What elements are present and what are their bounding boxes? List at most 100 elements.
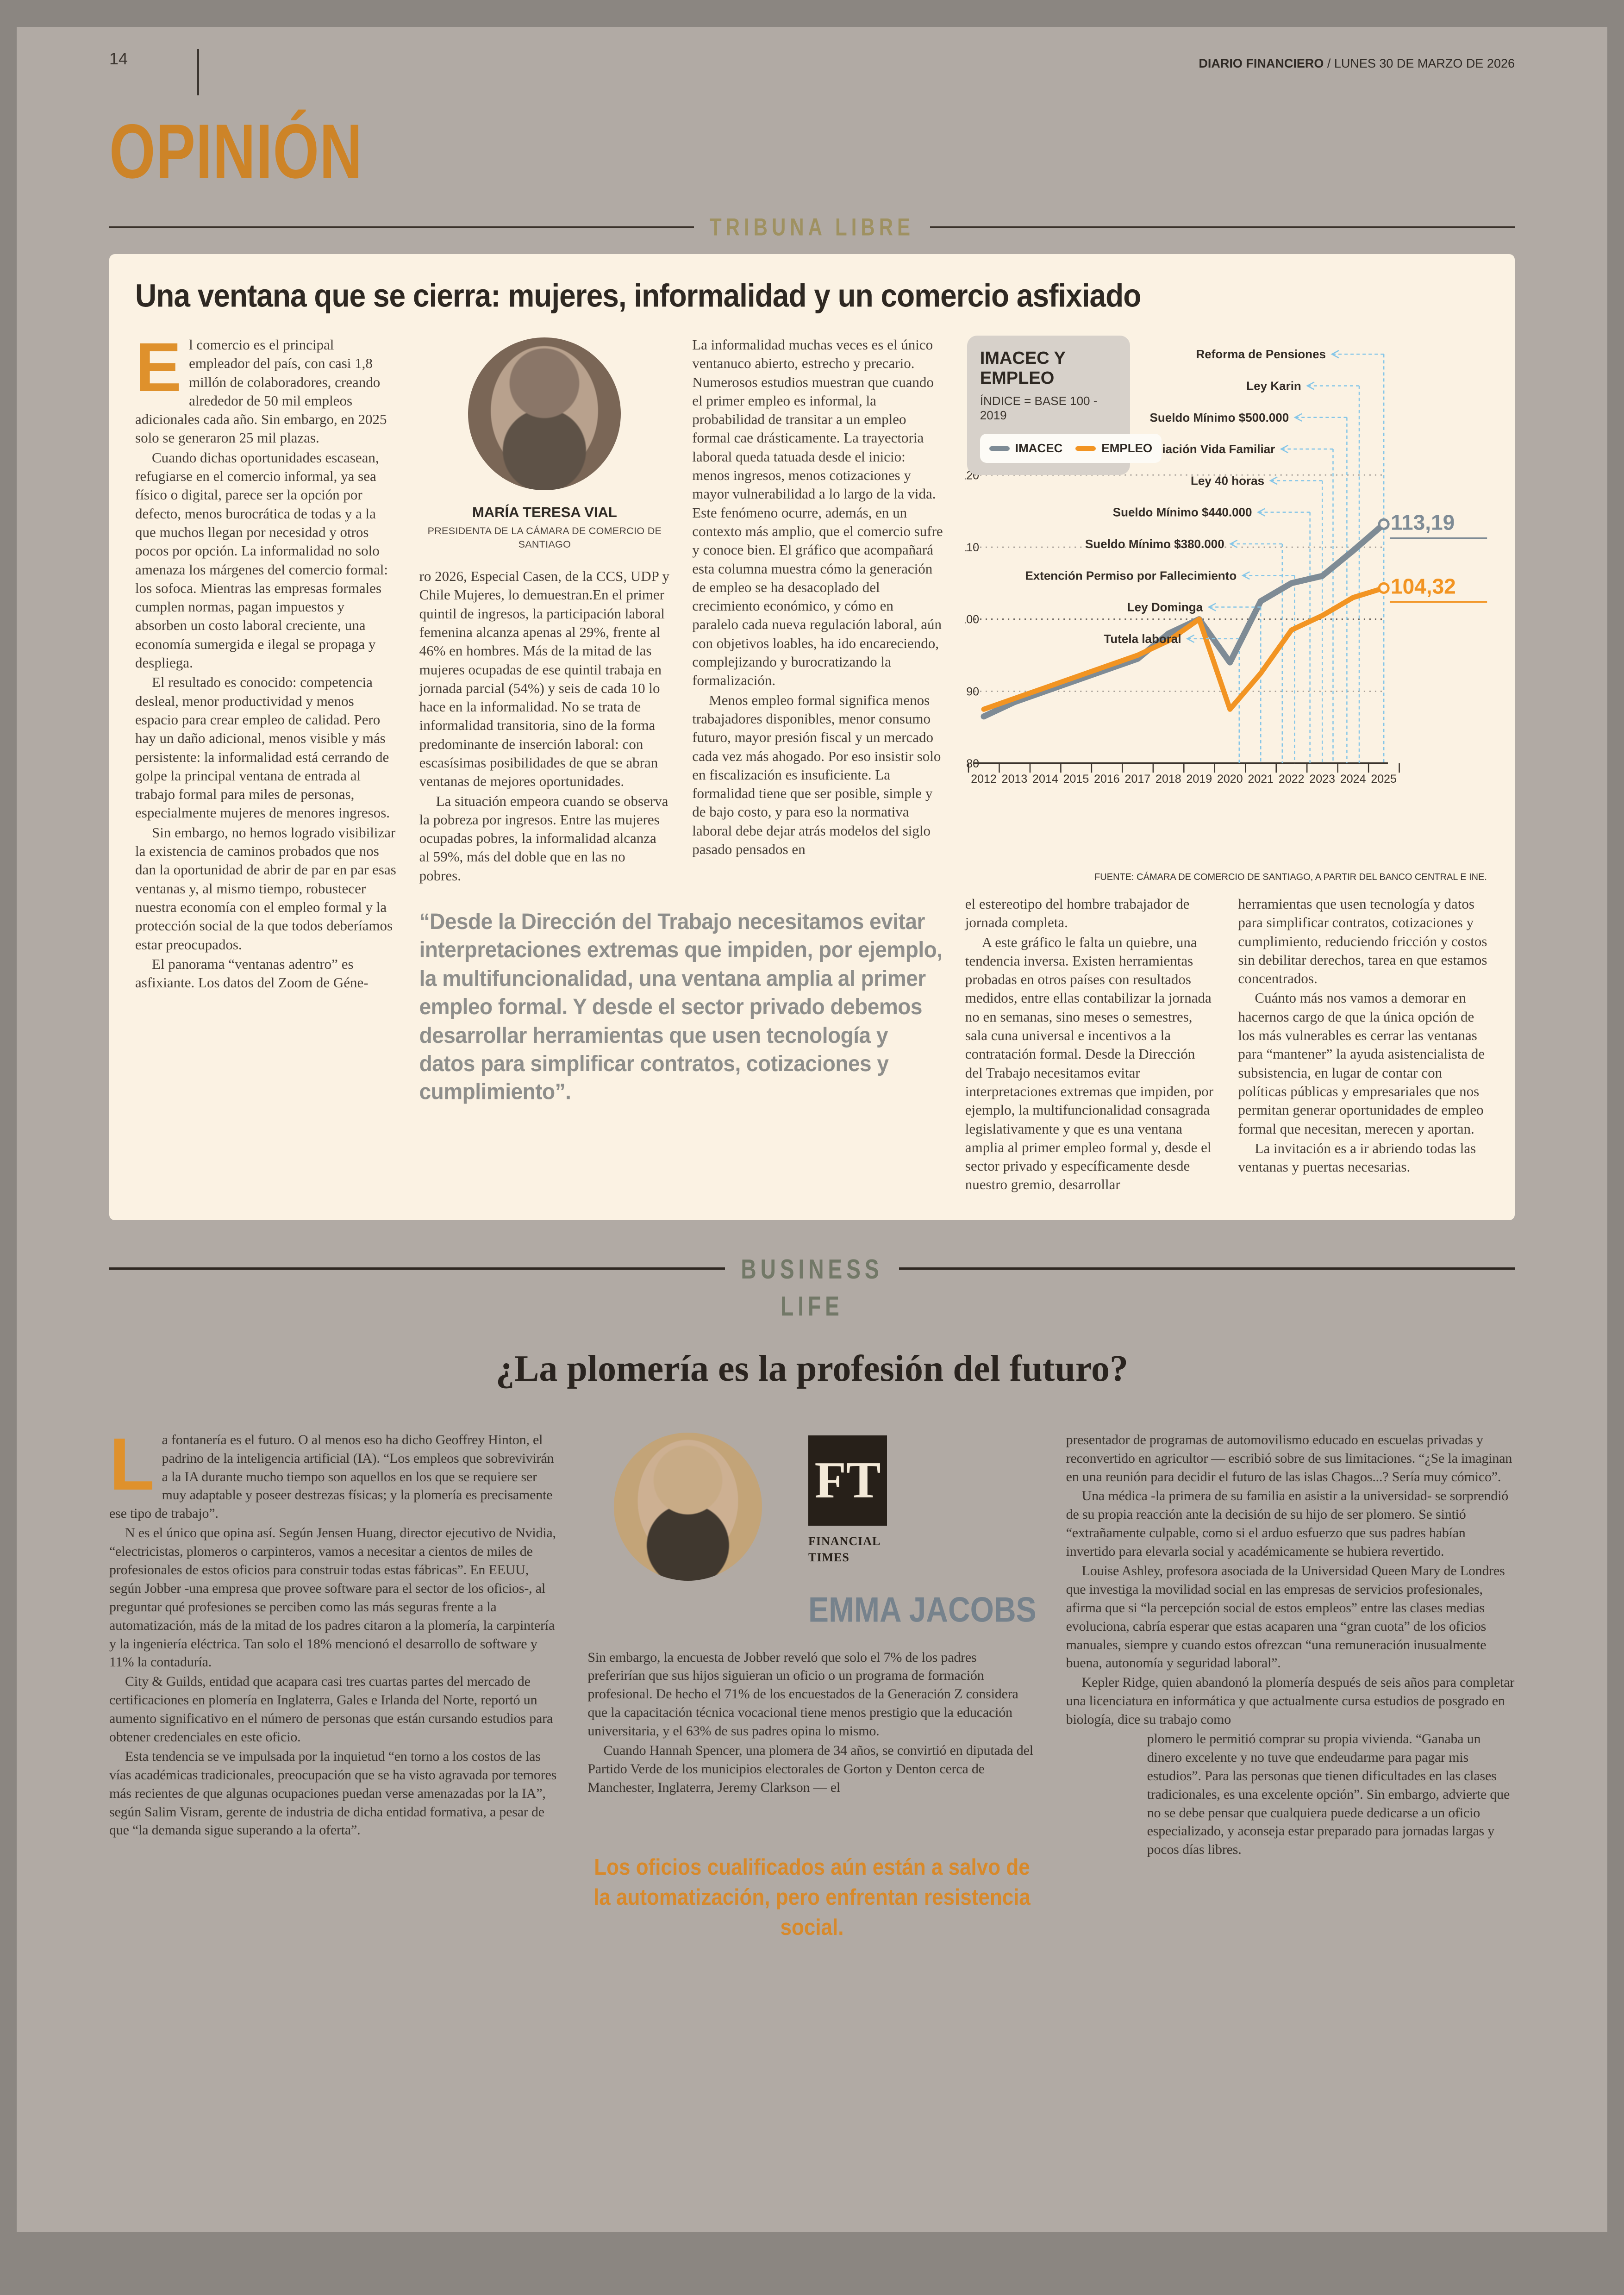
paragraph: Cuando dichas oportunidades escasean, re…: [135, 449, 388, 671]
svg-text:2020: 2020: [1217, 773, 1243, 786]
paragraph: presentador de programas de automovilism…: [1066, 1432, 1512, 1484]
paragraph: Menos empleo formal significa menos trab…: [692, 692, 941, 858]
paragraph: Sin embargo, no hemos logrado visibiliza…: [135, 824, 396, 953]
article2-col2: FT FINANCIAL TIMES EMMA JACOBS Sin embar…: [587, 1431, 1037, 1940]
masthead: DIARIO FINANCIERO / LUNES 30 DE MARZO DE…: [1199, 56, 1515, 71]
paragraph: Kepler Ridge, quien abandonó la plomería…: [1066, 1675, 1515, 1727]
empleo-swatch: [1075, 446, 1096, 451]
paragraph: ro 2026, Especial Casen, de la CCS, UDP …: [419, 568, 670, 790]
paragraph: N es el único que opina así. Según Jense…: [109, 1525, 556, 1670]
article1-headline: Una ventana que se cierra: mujeres, info…: [135, 278, 1141, 314]
svg-text:Ley Karin: Ley Karin: [1246, 379, 1301, 393]
svg-text:2018: 2018: [1156, 773, 1181, 786]
page-number-block: 14: [109, 49, 200, 95]
page-number: 14: [109, 49, 128, 68]
byline: MARÍA TERESA VIAL PRESIDENTA DE LA CÁMAR…: [419, 337, 670, 551]
svg-text:2025: 2025: [1371, 773, 1397, 786]
svg-text:2012: 2012: [971, 773, 997, 786]
svg-text:Sueldo Mínimo $500.000: Sueldo Mínimo $500.000: [1149, 411, 1289, 424]
svg-text:Tutela laboral: Tutela laboral: [1104, 632, 1181, 646]
chart-title: IMACEC Y EMPLEO: [980, 349, 1066, 388]
brand-name: DIARIO FINANCIERO: [1199, 56, 1324, 70]
author-photo: [468, 337, 621, 490]
newspaper-page: 14 DIARIO FINANCIERO / LUNES 30 DE MARZO…: [17, 27, 1607, 2232]
svg-text:Ley 40 horas: Ley 40 horas: [1191, 474, 1264, 487]
orange-pull-quote: Los oficios cualificados aún están a sal…: [593, 1854, 1031, 1940]
paragraph-indented: plomero le permitió comprar su propia vi…: [1147, 1731, 1510, 1858]
article1-right: IMACEC Y EMPLEO ÍNDICE = BASE 100 - 2019…: [965, 336, 1489, 1194]
tribune-rule: TRIBUNA LIBRE: [109, 213, 1515, 241]
paragraph: City & Guilds, entidad que acapara casi …: [109, 1674, 553, 1745]
drop-cap: L: [109, 1422, 155, 1505]
ft-branding: FT FINANCIAL TIMES EMMA JACOBS: [808, 1431, 1037, 1628]
paragraph: Cuánto más nos vamos a demorar en hacern…: [1238, 990, 1485, 1137]
business-life-rule: BUSINESS: [109, 1253, 1515, 1285]
pull-quote: “Desde la Dirección del Trabajo necesita…: [419, 909, 943, 1104]
chart-subtitle: ÍNDICE = BASE 100 - 2019: [980, 394, 1098, 422]
legend-imacec: IMACEC: [989, 441, 1062, 455]
author-name: MARÍA TERESA VIAL: [472, 504, 617, 520]
paragraph: El panorama “ventanas adentro” es asfixi…: [135, 955, 369, 991]
article1-col5: herramientas que usen tecnología y datos…: [1238, 895, 1489, 1194]
article2-headline: ¿La plomería es la profesión del futuro?: [496, 1348, 1128, 1389]
svg-text:90: 90: [966, 685, 979, 698]
legend-empleo: EMPLEO: [1075, 441, 1152, 455]
chart-header: IMACEC Y EMPLEO ÍNDICE = BASE 100 - 2019…: [967, 336, 1162, 475]
ft-logo: FT: [808, 1435, 887, 1526]
svg-text:104,32: 104,32: [1391, 574, 1456, 598]
svg-text:113,19: 113,19: [1391, 510, 1455, 534]
paragraph: El resultado es conocido: competencia de…: [135, 674, 390, 821]
drop-cap: E: [135, 328, 182, 406]
paragraph: herramientas que usen tecnología y datos…: [1238, 896, 1487, 987]
author2-name: EMMA JACOBS: [808, 1590, 1037, 1629]
svg-text:2021: 2021: [1248, 773, 1274, 786]
article2-col3: presentador de programas de automovilism…: [1066, 1431, 1515, 1933]
svg-text:Sueldo Mínimo $380.000: Sueldo Mínimo $380.000: [1085, 537, 1224, 551]
chart-canvas: 8090100110120201220132014201520162017201…: [965, 347, 1487, 786]
issue-date: / LUNES 30 DE MARZO DE 2026: [1324, 56, 1515, 70]
article1-col3: La informalidad muchas veces es el único…: [692, 336, 943, 885]
byline2: FT FINANCIAL TIMES EMMA JACOBS: [587, 1431, 1037, 1628]
article1-middle: MARÍA TERESA VIAL PRESIDENTA DE LA CÁMAR…: [419, 336, 943, 1194]
header-divider: [197, 49, 200, 95]
section-title: OPINIÓN: [109, 108, 363, 195]
svg-text:Extención Permiso por Fallecim: Extención Permiso por Fallecimiento: [1025, 568, 1237, 582]
svg-text:Sueldo Mínimo $440.000: Sueldo Mínimo $440.000: [1113, 505, 1252, 519]
paragraph: La invitación es a ir abriendo todas las…: [1238, 1140, 1476, 1175]
article1-col4: el estereotipo del hombre trabajador de …: [965, 895, 1216, 1194]
rule-right: [899, 1267, 1515, 1270]
svg-text:2013: 2013: [1001, 773, 1027, 786]
chart-legend: IMACEC EMPLEO: [980, 434, 1162, 463]
imacec-swatch: [989, 446, 1010, 451]
article2-col2-text: Sin embargo, la encuesta de Jobber revel…: [587, 1648, 1036, 1797]
rule-left: [109, 226, 694, 228]
article1-col2: MARÍA TERESA VIAL PRESIDENTA DE LA CÁMAR…: [419, 336, 670, 885]
opinion-article: Una ventana que se cierra: mujeres, info…: [109, 254, 1515, 1220]
chart-source: FUENTE: CÁMARA DE COMERCIO DE SANTIAGO, …: [1094, 872, 1487, 882]
svg-text:2022: 2022: [1279, 773, 1305, 786]
svg-text:110: 110: [965, 541, 979, 554]
svg-text:100: 100: [965, 613, 979, 626]
tribune-label: TRIBUNA LIBRE: [709, 213, 915, 241]
paragraph: Cuando Hannah Spencer, una plomera de 34…: [587, 1743, 1033, 1795]
svg-text:2014: 2014: [1032, 773, 1058, 786]
paragraph: La situación empeora cuando se observa l…: [419, 792, 668, 884]
paragraph: Sin embargo, la encuesta de Jobber revel…: [587, 1649, 1018, 1739]
svg-text:2017: 2017: [1124, 773, 1150, 786]
imacec-empleo-chart: IMACEC Y EMPLEO ÍNDICE = BASE 100 - 2019…: [965, 336, 1489, 870]
rule-left: [109, 1267, 725, 1270]
author-role: PRESIDENTA DE LA CÁMARA DE COMERCIO DE S…: [427, 525, 662, 550]
svg-text:2023: 2023: [1309, 773, 1335, 786]
paragraph: A este gráfico le falta un quiebre, una …: [965, 934, 1214, 1193]
rule-right: [930, 226, 1515, 228]
life-label: LIFE: [781, 1290, 843, 1322]
paragraph: Una médica -la primera de su familia en …: [1066, 1488, 1509, 1559]
svg-text:Ley Dominga: Ley Dominga: [1127, 600, 1203, 614]
business-label: BUSINESS: [741, 1253, 883, 1285]
ft-wordmark: FINANCIAL TIMES: [808, 1534, 881, 1564]
